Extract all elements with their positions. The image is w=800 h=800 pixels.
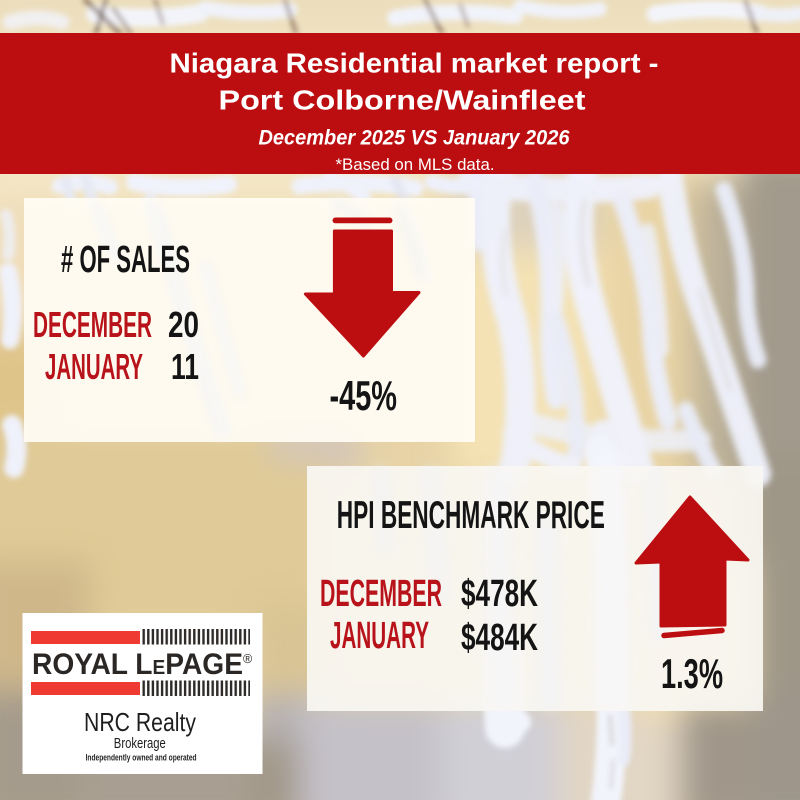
svg-text:Brokerage: Brokerage <box>114 735 166 752</box>
svg-text:®: ® <box>243 652 253 666</box>
svg-text:20: 20 <box>168 304 199 345</box>
svg-text:$484K: $484K <box>461 617 538 659</box>
svg-text:11: 11 <box>171 346 199 387</box>
svg-text:December 2025 VS January 2026: December 2025 VS January 2026 <box>259 127 570 150</box>
svg-text:1.3%: 1.3% <box>661 651 723 697</box>
svg-text:*Based on MLS data.: *Based on MLS data. <box>336 156 495 174</box>
svg-text:DECEMBER: DECEMBER <box>33 304 152 345</box>
svg-text:ROYAL LEPAGE: ROYAL LEPAGE <box>32 648 243 681</box>
svg-text:JANUARY: JANUARY <box>330 614 429 656</box>
svg-text:Niagara Residential market rep: Niagara Residential market report - <box>170 48 659 79</box>
svg-text:NRC Realty: NRC Realty <box>84 707 196 737</box>
svg-text:JANUARY: JANUARY <box>45 346 143 387</box>
svg-text:Port Colborne/Wainfleet: Port Colborne/Wainfleet <box>219 85 586 116</box>
svg-text:HPI BENCHMARK PRICE: HPI BENCHMARK PRICE <box>337 494 605 537</box>
svg-text:# OF SALES: # OF SALES <box>61 239 190 281</box>
svg-text:$478K: $478K <box>461 573 538 615</box>
svg-text:DECEMBER: DECEMBER <box>320 572 442 614</box>
svg-text:-45%: -45% <box>330 373 398 419</box>
svg-text:Independently owned and operat: Independently owned and operated <box>86 753 197 763</box>
